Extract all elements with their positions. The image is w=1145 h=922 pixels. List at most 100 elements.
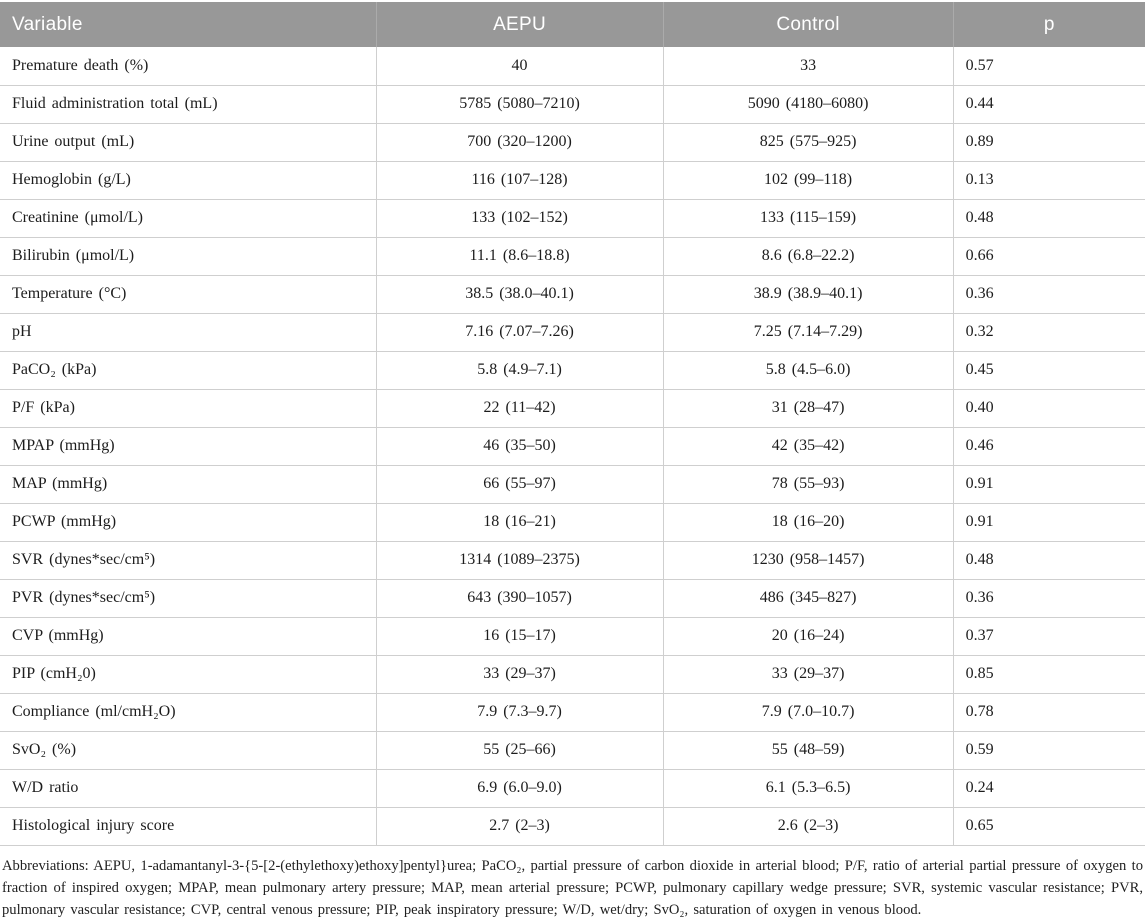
table-row: PaCO₂ (kPa) 5.8 (4.9–7.1) 5.8 (4.5–6.0) …	[0, 351, 1145, 390]
variable-cell: pH	[0, 313, 377, 352]
variable-cell: Histological injury score	[0, 807, 377, 846]
control-value-cell: 38.9 (38.9–40.1)	[663, 275, 954, 314]
aepu-value-cell: 55 (25–66)	[376, 731, 664, 770]
table-row: W/D ratio 6.9 (6.0–9.0) 6.1 (5.3–6.5) 0.…	[0, 769, 1145, 808]
aepu-value-cell: 33 (29–37)	[376, 655, 664, 694]
aepu-value-cell: 22 (11–42)	[376, 389, 664, 428]
p-value-cell: 0.37	[953, 617, 1145, 656]
aepu-value-cell: 40	[376, 47, 664, 86]
variable-cell: SvO₂ (%)	[0, 731, 377, 770]
variable-cell: PaCO₂ (kPa)	[0, 351, 377, 390]
table-row: P/F (kPa) 22 (11–42) 31 (28–47) 0.40	[0, 389, 1145, 428]
control-value-cell: 20 (16–24)	[663, 617, 954, 656]
aepu-value-cell: 700 (320–1200)	[376, 123, 664, 162]
control-value-cell: 5090 (4180–6080)	[663, 85, 954, 124]
aepu-value-cell: 1314 (1089–2375)	[376, 541, 664, 580]
variable-cell: CVP (mmHg)	[0, 617, 377, 656]
control-value-cell: 6.1 (5.3–6.5)	[663, 769, 954, 808]
control-value-cell: 42 (35–42)	[663, 427, 954, 466]
p-value-cell: 0.91	[953, 503, 1145, 542]
comparison-table: Variable AEPU Control p Premature death …	[0, 2, 1145, 846]
p-value-cell: 0.36	[953, 275, 1145, 314]
p-value-cell: 0.78	[953, 693, 1145, 732]
table-row: Fluid administration total (mL) 5785 (50…	[0, 85, 1145, 124]
variable-cell: MAP (mmHg)	[0, 465, 377, 504]
table-row: MPAP (mmHg) 46 (35–50) 42 (35–42) 0.46	[0, 427, 1145, 466]
p-value-cell: 0.13	[953, 161, 1145, 200]
variable-cell: SVR (dynes*sec/cm⁵)	[0, 541, 377, 580]
variable-cell: W/D ratio	[0, 769, 377, 808]
table-header: Variable AEPU Control p	[0, 2, 1145, 47]
table-row: PVR (dynes*sec/cm⁵) 643 (390–1057) 486 (…	[0, 579, 1145, 618]
control-value-cell: 78 (55–93)	[663, 465, 954, 504]
table-row: Bilirubin (μmol/L) 11.1 (8.6–18.8) 8.6 (…	[0, 237, 1145, 276]
aepu-value-cell: 116 (107–128)	[376, 161, 664, 200]
p-value-cell: 0.44	[953, 85, 1145, 124]
header-row: Variable AEPU Control p	[0, 2, 1145, 47]
p-value-cell: 0.36	[953, 579, 1145, 618]
control-value-cell: 133 (115–159)	[663, 199, 954, 238]
p-value-cell: 0.89	[953, 123, 1145, 162]
control-value-cell: 7.25 (7.14–7.29)	[663, 313, 954, 352]
table-row: Urine output (mL) 700 (320–1200) 825 (57…	[0, 123, 1145, 162]
p-value-cell: 0.48	[953, 199, 1145, 238]
aepu-value-cell: 16 (15–17)	[376, 617, 664, 656]
p-value-cell: 0.24	[953, 769, 1145, 808]
variable-cell: Urine output (mL)	[0, 123, 377, 162]
variable-cell: Compliance (ml/cmH₂O)	[0, 693, 377, 732]
table-row: SVR (dynes*sec/cm⁵) 1314 (1089–2375) 123…	[0, 541, 1145, 580]
variable-cell: Fluid administration total (mL)	[0, 85, 377, 124]
table-row: Premature death (%) 40 33 0.57	[0, 47, 1145, 86]
abbreviations-footnote: Abbreviations: AEPU, 1-adamantanyl-3-{5-…	[2, 857, 1143, 918]
header-control: Control	[663, 2, 954, 47]
control-value-cell: 1230 (958–1457)	[663, 541, 954, 580]
p-value-cell: 0.65	[953, 807, 1145, 846]
table-row: Creatinine (μmol/L) 133 (102–152) 133 (1…	[0, 199, 1145, 238]
table-row: Temperature (°C) 38.5 (38.0–40.1) 38.9 (…	[0, 275, 1145, 314]
control-value-cell: 18 (16–20)	[663, 503, 954, 542]
p-value-cell: 0.46	[953, 427, 1145, 466]
control-value-cell: 33 (29–37)	[663, 655, 954, 694]
variable-cell: PCWP (mmHg)	[0, 503, 377, 542]
control-value-cell: 7.9 (7.0–10.7)	[663, 693, 954, 732]
variable-cell: PIP (cmH₂0)	[0, 655, 377, 694]
p-value-cell: 0.48	[953, 541, 1145, 580]
table-row: CVP (mmHg) 16 (15–17) 20 (16–24) 0.37	[0, 617, 1145, 656]
aepu-value-cell: 7.9 (7.3–9.7)	[376, 693, 664, 732]
table-row: PIP (cmH₂0) 33 (29–37) 33 (29–37) 0.85	[0, 655, 1145, 694]
control-value-cell: 102 (99–118)	[663, 161, 954, 200]
p-value-cell: 0.85	[953, 655, 1145, 694]
aepu-value-cell: 133 (102–152)	[376, 199, 664, 238]
table-row: Histological injury score 2.7 (2–3) 2.6 …	[0, 807, 1145, 846]
p-value-cell: 0.45	[953, 351, 1145, 390]
aepu-value-cell: 6.9 (6.0–9.0)	[376, 769, 664, 808]
control-value-cell: 2.6 (2–3)	[663, 807, 954, 846]
variable-cell: Temperature (°C)	[0, 275, 377, 314]
aepu-value-cell: 46 (35–50)	[376, 427, 664, 466]
variable-cell: PVR (dynes*sec/cm⁵)	[0, 579, 377, 618]
table-body: Premature death (%) 40 33 0.57 Fluid adm…	[0, 47, 1145, 846]
p-value-cell: 0.66	[953, 237, 1145, 276]
control-value-cell: 825 (575–925)	[663, 123, 954, 162]
aepu-value-cell: 7.16 (7.07–7.26)	[376, 313, 664, 352]
variable-cell: MPAP (mmHg)	[0, 427, 377, 466]
control-value-cell: 55 (48–59)	[663, 731, 954, 770]
table-row: pH 7.16 (7.07–7.26) 7.25 (7.14–7.29) 0.3…	[0, 313, 1145, 352]
table-row: PCWP (mmHg) 18 (16–21) 18 (16–20) 0.91	[0, 503, 1145, 542]
aepu-value-cell: 38.5 (38.0–40.1)	[376, 275, 664, 314]
table-row: SvO₂ (%) 55 (25–66) 55 (48–59) 0.59	[0, 731, 1145, 770]
control-value-cell: 31 (28–47)	[663, 389, 954, 428]
table-row: Compliance (ml/cmH₂O) 7.9 (7.3–9.7) 7.9 …	[0, 693, 1145, 732]
header-aepu: AEPU	[376, 2, 664, 47]
variable-cell: Creatinine (μmol/L)	[0, 199, 377, 238]
variable-cell: Bilirubin (μmol/L)	[0, 237, 377, 276]
p-value-cell: 0.57	[953, 47, 1145, 86]
control-value-cell: 5.8 (4.5–6.0)	[663, 351, 954, 390]
aepu-value-cell: 5785 (5080–7210)	[376, 85, 664, 124]
p-value-cell: 0.32	[953, 313, 1145, 352]
aepu-value-cell: 18 (16–21)	[376, 503, 664, 542]
aepu-value-cell: 5.8 (4.9–7.1)	[376, 351, 664, 390]
control-value-cell: 8.6 (6.8–22.2)	[663, 237, 954, 276]
variable-cell: Hemoglobin (g/L)	[0, 161, 377, 200]
